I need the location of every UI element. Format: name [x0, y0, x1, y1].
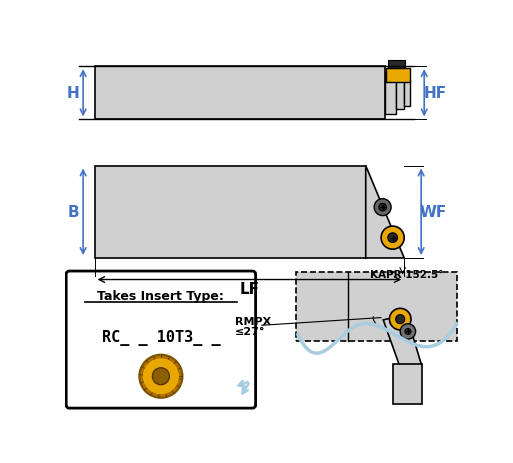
Bar	[385, 73, 396, 114]
Polygon shape	[383, 315, 422, 372]
Text: KAPR 152.5°: KAPR 152.5°	[369, 269, 443, 279]
Text: WF: WF	[420, 205, 447, 220]
Text: RMPX: RMPX	[235, 316, 271, 326]
Text: B: B	[67, 205, 79, 220]
Text: RC_ _ 10T3_ _: RC_ _ 10T3_ _	[102, 329, 220, 345]
Circle shape	[388, 233, 398, 243]
Text: ≤27°: ≤27°	[235, 327, 265, 337]
Text: H: H	[67, 86, 80, 101]
Bar	[396, 77, 404, 110]
Text: HF: HF	[423, 86, 447, 101]
Circle shape	[389, 309, 411, 330]
Bar	[95, 166, 366, 258]
Circle shape	[143, 358, 180, 395]
Text: LF: LF	[240, 282, 260, 297]
FancyBboxPatch shape	[66, 271, 255, 408]
Bar	[392, 364, 422, 404]
Bar	[386, 69, 409, 82]
Circle shape	[405, 329, 411, 335]
Polygon shape	[366, 166, 404, 258]
Bar	[95, 67, 385, 120]
Circle shape	[374, 199, 391, 216]
Bar	[297, 272, 457, 341]
Circle shape	[381, 226, 404, 250]
Circle shape	[400, 324, 416, 339]
Circle shape	[140, 355, 183, 398]
Text: Takes Insert Type:: Takes Insert Type:	[97, 289, 224, 302]
Circle shape	[152, 368, 169, 385]
Bar	[388, 61, 405, 69]
Circle shape	[396, 315, 405, 324]
Bar	[404, 81, 410, 106]
Circle shape	[379, 204, 386, 212]
